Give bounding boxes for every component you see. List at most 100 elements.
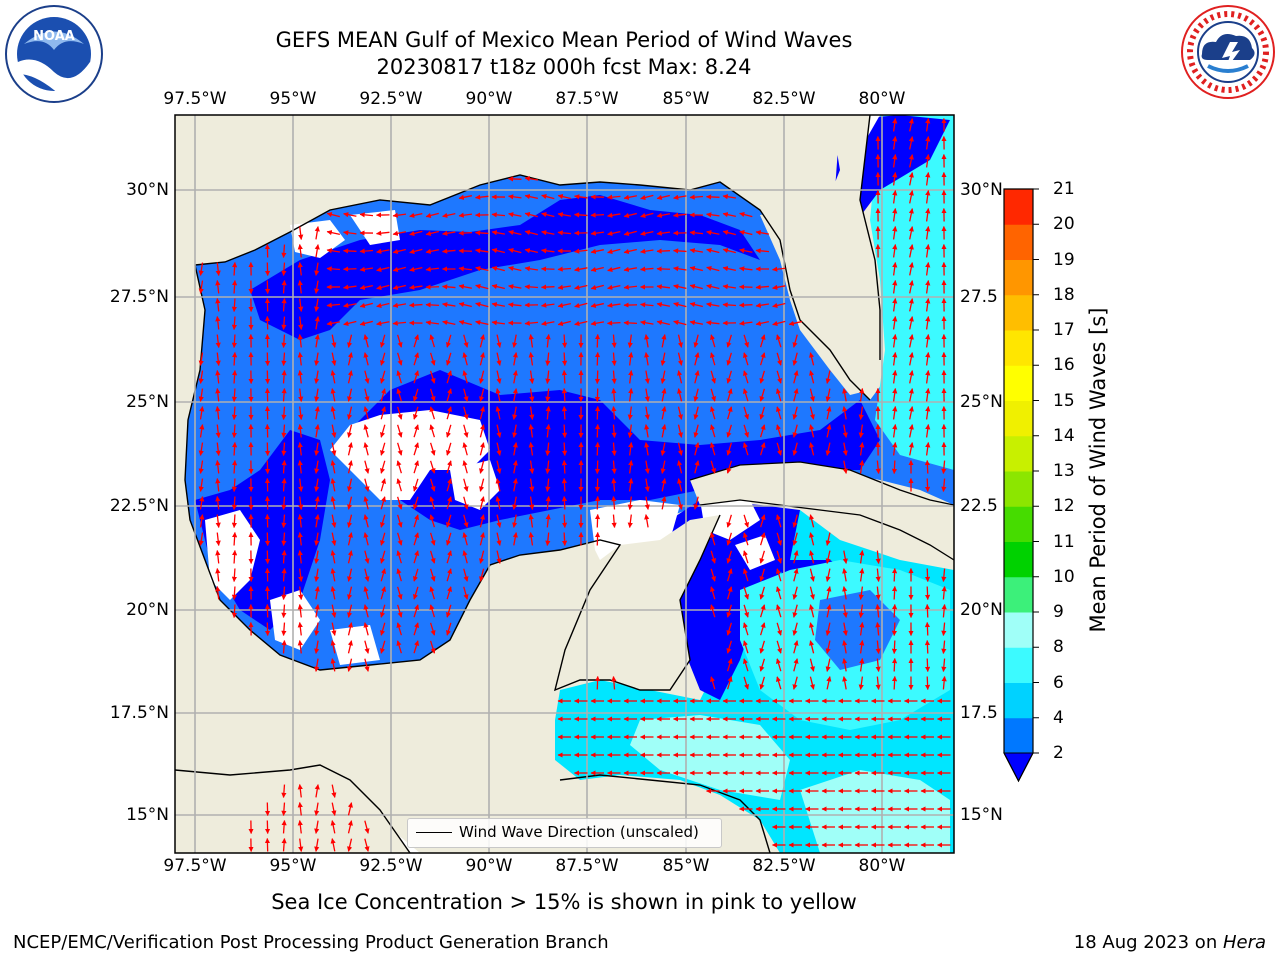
wave-direction-arrow bbox=[281, 567, 287, 582]
wave-direction-arrow bbox=[413, 460, 420, 474]
wave-direction-arrow bbox=[842, 388, 848, 402]
wave-direction-arrow bbox=[842, 658, 848, 672]
wave-direction-arrow bbox=[409, 212, 423, 218]
wave-direction-arrow bbox=[759, 388, 766, 402]
wave-direction-arrow bbox=[607, 248, 621, 254]
wave-direction-arrow bbox=[232, 441, 238, 456]
wave-direction-arrow bbox=[574, 284, 588, 290]
wave-direction-arrow bbox=[297, 352, 303, 366]
wave-direction-arrow bbox=[776, 550, 783, 564]
colorbar-outline bbox=[1003, 188, 1034, 783]
wave-direction-arrow bbox=[775, 586, 782, 600]
wave-direction-arrow bbox=[908, 244, 914, 258]
wave-direction-arrow bbox=[726, 604, 733, 618]
wave-direction-arrow bbox=[611, 370, 617, 384]
wave-direction-arrow bbox=[611, 352, 617, 366]
wave-direction-arrow bbox=[281, 514, 287, 529]
wave-direction-arrow bbox=[792, 676, 798, 690]
wave-direction-arrow bbox=[479, 496, 485, 510]
wave-direction-arrow bbox=[458, 266, 473, 272]
wave-direction-arrow bbox=[561, 459, 567, 474]
wave-direction-arrow bbox=[524, 194, 538, 200]
wave-direction-arrow bbox=[314, 424, 320, 438]
wave-direction-arrow bbox=[892, 136, 898, 150]
wave-direction-arrow bbox=[198, 388, 204, 402]
wave-direction-arrow bbox=[396, 604, 403, 618]
wave-direction-arrow bbox=[379, 442, 386, 456]
colorbar-tick-label: 15 bbox=[1053, 390, 1075, 411]
wave-direction-arrow bbox=[742, 388, 749, 402]
wave-direction-arrow bbox=[331, 802, 337, 816]
wave-direction-arrow bbox=[342, 248, 357, 254]
wave-direction-arrow bbox=[661, 424, 667, 438]
wave-direction-arrow bbox=[347, 424, 353, 438]
wave-direction-arrow bbox=[479, 550, 485, 564]
wave-direction-arrow bbox=[528, 334, 534, 348]
colorbar-tick-label: 17 bbox=[1053, 320, 1075, 340]
lat-tick-right: 20°N bbox=[960, 600, 1003, 620]
wave-direction-arrow bbox=[330, 388, 336, 402]
wave-direction-arrow bbox=[376, 302, 390, 308]
wave-direction-arrow bbox=[392, 230, 406, 236]
wave-direction-arrow bbox=[215, 262, 221, 276]
wave-direction-arrow bbox=[776, 640, 783, 654]
wave-direction-arrow bbox=[199, 496, 205, 510]
wave-direction-arrow bbox=[231, 568, 237, 583]
wave-direction-arrow bbox=[446, 370, 453, 384]
wave-direction-arrow bbox=[445, 514, 452, 528]
colorbar-tick-label: 20 bbox=[1053, 214, 1075, 235]
wave-direction-arrow bbox=[709, 352, 716, 366]
wave-direction-arrow bbox=[215, 496, 221, 510]
wave-direction-arrow bbox=[792, 442, 798, 456]
wave-direction-arrow bbox=[743, 406, 750, 420]
wave-direction-arrow bbox=[561, 477, 567, 492]
wave-direction-arrow bbox=[607, 266, 621, 272]
wave-direction-arrow bbox=[508, 266, 522, 272]
wave-direction-arrow bbox=[842, 406, 848, 420]
wave-direction-arrow bbox=[859, 442, 865, 456]
wave-direction-arrow bbox=[590, 266, 604, 272]
wave-direction-arrow bbox=[825, 388, 831, 402]
wave-direction-arrow bbox=[545, 532, 551, 546]
wave-direction-arrow bbox=[743, 424, 750, 438]
wave-direction-arrow bbox=[347, 568, 353, 582]
wave-direction-arrow bbox=[347, 604, 353, 618]
wave-direction-arrow bbox=[908, 388, 914, 402]
footer-date-text: 18 Aug 2023 on bbox=[1073, 932, 1223, 953]
wave-direction-arrow bbox=[524, 284, 539, 290]
wave-direction-arrow bbox=[661, 388, 667, 402]
wave-direction-arrow bbox=[825, 658, 831, 672]
wave-direction-arrow bbox=[364, 568, 370, 582]
wave-direction-arrow bbox=[215, 514, 221, 528]
wave-direction-arrow bbox=[607, 302, 621, 308]
wave-direction-arrow bbox=[363, 532, 369, 546]
grid-lines bbox=[175, 115, 954, 853]
wave-direction-arrow bbox=[314, 496, 320, 510]
wave-direction-arrow bbox=[722, 212, 736, 218]
wave-direction-arrow bbox=[475, 194, 489, 200]
wave-direction-arrow bbox=[627, 406, 633, 420]
wave-direction-arrow bbox=[628, 370, 634, 384]
wave-direction-arrow bbox=[363, 424, 369, 438]
wave-direction-arrow bbox=[429, 424, 436, 438]
wave-direction-arrow bbox=[446, 478, 453, 492]
wave-direction-arrow bbox=[677, 478, 683, 492]
wave-direction-arrow bbox=[409, 230, 423, 236]
wave-direction-arrow bbox=[215, 298, 221, 312]
wave-direction-arrow bbox=[392, 212, 407, 218]
wave-direction-arrow bbox=[709, 424, 716, 438]
colorbar-bin bbox=[1004, 400, 1033, 437]
wave-direction-arrow bbox=[759, 658, 766, 672]
wave-direction-arrow bbox=[508, 230, 522, 236]
lat-tick-right: 27.5 bbox=[960, 287, 998, 307]
wave-direction-arrow bbox=[512, 406, 518, 420]
wave-direction-arrow bbox=[892, 172, 898, 186]
wave-direction-arrow bbox=[529, 370, 535, 384]
colorbar-tick-label: 8 bbox=[1053, 637, 1064, 658]
wave-direction-arrow bbox=[314, 838, 320, 852]
wave-direction-arrow bbox=[924, 603, 931, 618]
wave-direction-arrow bbox=[413, 370, 420, 384]
wave-direction-arrow bbox=[722, 230, 736, 236]
wave-direction-arrow bbox=[479, 334, 485, 348]
wave-direction-arrow bbox=[842, 676, 848, 690]
